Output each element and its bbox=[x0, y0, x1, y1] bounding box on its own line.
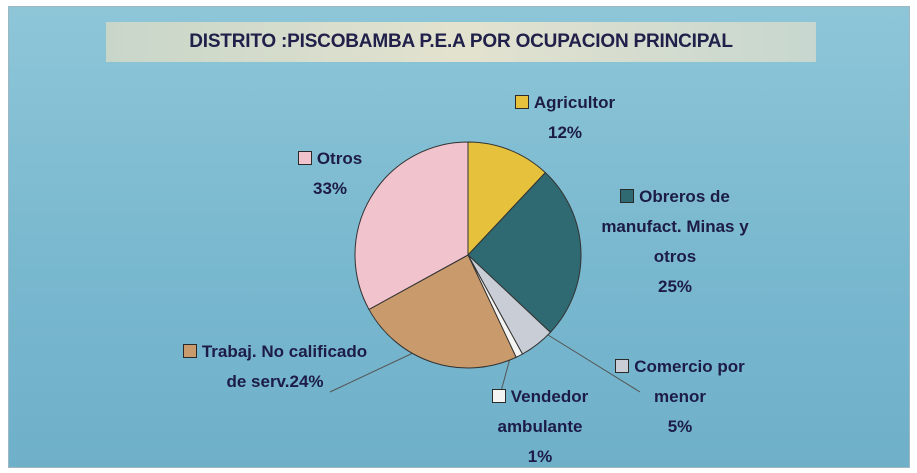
leader-line bbox=[539, 329, 641, 393]
slice-label: Vendedor ambulante 1% bbox=[470, 382, 610, 472]
legend-swatch bbox=[182, 344, 197, 358]
pie-slice bbox=[467, 141, 547, 257]
value-label: 25% bbox=[657, 277, 693, 296]
chart-title: DISTRITO :PISCOBAMBA P.E.A POR OCUPACION… bbox=[106, 22, 816, 62]
category-name: Obreros de manufact. Minas y otros bbox=[601, 187, 749, 266]
value-label: 33% bbox=[312, 179, 348, 198]
pie-slice bbox=[368, 254, 517, 369]
category-name: Comercio por menor bbox=[634, 357, 745, 406]
value-label: 24% bbox=[289, 372, 324, 391]
slice-label: Comercio por menor 5% bbox=[610, 352, 750, 442]
slice-label: Agricultor 12% bbox=[500, 88, 630, 148]
category-name: Vendedor ambulante bbox=[497, 387, 589, 436]
value-label: 12% bbox=[547, 123, 583, 142]
category-name: Otros bbox=[316, 149, 363, 168]
pie-slice bbox=[467, 171, 582, 334]
slice-label: Otros 33% bbox=[270, 144, 390, 204]
category-name: Agricultor bbox=[533, 93, 616, 112]
value-label: 5% bbox=[667, 417, 693, 436]
slice-label: Obreros de manufact. Minas y otros 25% bbox=[590, 182, 760, 302]
pie-slice bbox=[354, 141, 469, 311]
legend-swatch bbox=[615, 359, 630, 373]
legend-swatch bbox=[514, 95, 529, 109]
legend-swatch bbox=[297, 151, 312, 165]
slice-label: Trabaj. No calificado de serv.24% bbox=[180, 337, 370, 397]
legend-swatch bbox=[620, 189, 635, 203]
value-label: 1% bbox=[527, 447, 553, 466]
category-name: Trabaj. No calificado de serv. bbox=[201, 342, 368, 391]
legend-swatch bbox=[491, 389, 506, 403]
